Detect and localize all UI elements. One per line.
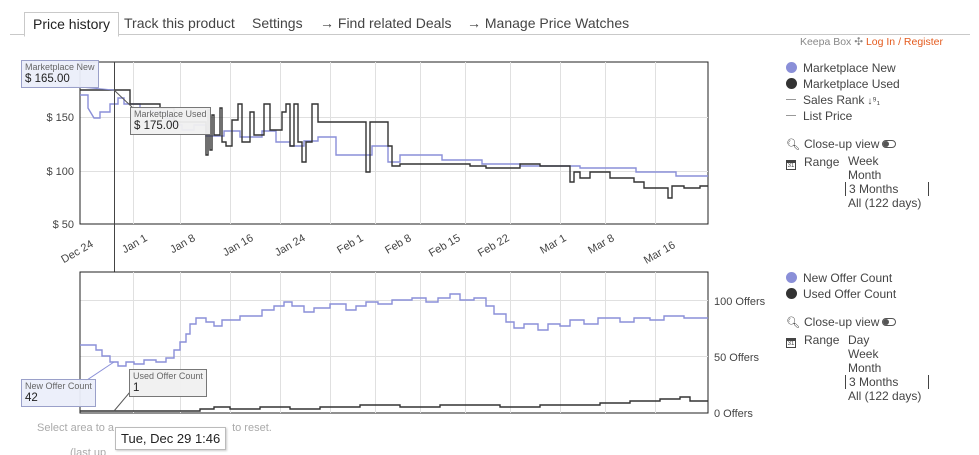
tab-settings[interactable]: Settings xyxy=(252,15,303,31)
tooltip-value: $ 175.00 xyxy=(134,120,179,132)
range-option-month[interactable]: Month xyxy=(848,168,882,182)
tooltip-label: Marketplace New xyxy=(25,62,95,72)
legend-new-offer-count[interactable]: New Offer Count xyxy=(786,270,892,286)
tab-manage-price-watches[interactable]: → Manage Price Watches xyxy=(467,15,630,31)
range-option-week[interactable]: Week xyxy=(848,347,879,361)
toggle-icon[interactable] xyxy=(882,318,897,326)
range-selector: 31 Range xyxy=(786,332,839,348)
magnifier-icon: 🔍︎ xyxy=(786,139,800,151)
range-label: Range xyxy=(804,155,840,169)
hint-text-end: to reset. xyxy=(232,422,272,434)
legend-line-icon xyxy=(786,99,796,100)
legend-list-price[interactable]: List Price xyxy=(786,108,852,124)
price-x-tick: Dec 24 xyxy=(59,238,95,266)
tooltip-label: New Offer Count xyxy=(25,381,92,391)
keepa-box-link[interactable]: Keepa Box xyxy=(799,36,852,48)
new-offer-count-series xyxy=(80,293,708,367)
price-y-tick: $ 150 xyxy=(46,112,74,124)
range-selector: 31 Range xyxy=(786,154,839,170)
login-register-link[interactable]: Log In / Register xyxy=(865,36,943,48)
price-x-tick: Feb 15 xyxy=(427,232,463,260)
sort-numeric-icon: ↓⁹₁ xyxy=(867,96,881,107)
offer-y-tick: 50 Offers xyxy=(714,352,760,364)
tooltip-connector xyxy=(113,89,134,109)
tooltip-value: 1 xyxy=(133,382,140,394)
price-x-tick: Jan 16 xyxy=(221,232,256,259)
tooltip-label: Used Offer Count xyxy=(133,371,203,381)
legend-label: Marketplace New xyxy=(803,61,896,75)
crosshair-date-label: Tue, Dec 29 1:46 xyxy=(115,427,227,450)
toggle-icon[interactable] xyxy=(882,140,897,148)
tooltip-used-offer-count: Used Offer Count 1 xyxy=(129,369,207,397)
range-option-all[interactable]: All (122 days) xyxy=(848,196,922,210)
legend-label: Used Offer Count xyxy=(803,287,897,301)
range-option-all[interactable]: All (122 days) xyxy=(848,389,922,403)
keepa-box-icon: ✣ xyxy=(854,36,866,48)
range-label: Range xyxy=(804,333,840,347)
price-x-tick: Jan 24 xyxy=(273,232,308,259)
offer-chart[interactable]: 100 Offers 50 Offers 0 Offers xyxy=(71,271,766,420)
legend-marketplace-new[interactable]: Marketplace New xyxy=(786,60,896,76)
range-option-3-months[interactable]: 3 Months xyxy=(845,182,929,196)
price-x-tick: Mar 8 xyxy=(586,232,616,256)
legend-line-icon xyxy=(786,115,796,116)
magnifier-icon: 🔍︎ xyxy=(786,317,800,329)
price-x-tick: Mar 1 xyxy=(538,232,568,256)
range-option-week[interactable]: Week xyxy=(848,154,879,168)
legend-sales-rank[interactable]: Sales Rank ↓⁹₁ xyxy=(786,92,880,108)
price-x-tick: Feb 8 xyxy=(383,232,413,256)
hint-text: Select area to a xyxy=(37,422,115,434)
last-update-hint: (last up xyxy=(70,447,107,455)
tooltip-marketplace-used: Marketplace Used $ 175.00 xyxy=(130,107,211,135)
closeup-label: Close-up view xyxy=(804,315,880,329)
tab-price-history[interactable]: Price history xyxy=(24,12,120,37)
legend-dot-icon xyxy=(786,288,797,299)
select-area-hint: Select area to a to reset. xyxy=(37,422,272,434)
range-option-3-months[interactable]: 3 Months xyxy=(845,375,929,389)
tooltip-value: $ 165.00 xyxy=(25,73,70,85)
price-x-tick: Mar 16 xyxy=(642,239,678,267)
price-y-tick: $ 100 xyxy=(46,166,74,178)
legend-marketplace-used[interactable]: Marketplace Used xyxy=(786,76,900,92)
tab-bar: Price history Track this product Setting… xyxy=(10,10,970,37)
range-option-day[interactable]: Day xyxy=(848,333,870,347)
tooltip-value: 42 xyxy=(25,392,38,404)
closeup-label: Close-up view xyxy=(804,137,880,151)
marketplace-used-series xyxy=(80,89,708,199)
tab-track-product[interactable]: Track this product xyxy=(124,15,235,31)
legend-dot-icon xyxy=(786,78,797,89)
price-x-tick: Jan 1 xyxy=(120,232,149,256)
legend-dot-icon xyxy=(786,272,797,283)
offer-y-tick: 0 Offers xyxy=(714,408,753,420)
tooltip-label: Marketplace Used xyxy=(134,109,207,119)
calendar-icon: 31 xyxy=(786,338,796,348)
legend-label: List Price xyxy=(803,109,853,123)
calendar-icon: 31 xyxy=(786,160,796,170)
offer-y-tick: 100 Offers xyxy=(714,296,766,308)
range-option-month[interactable]: Month xyxy=(848,361,882,375)
used-offer-count-series xyxy=(80,396,708,412)
legend-used-offer-count[interactable]: Used Offer Count xyxy=(786,286,896,302)
tooltip-marketplace-new: Marketplace New $ 165.00 xyxy=(21,60,99,88)
price-x-tick: Jan 8 xyxy=(168,232,197,256)
closeup-view-toggle[interactable]: 🔍︎ Close-up view xyxy=(786,314,897,330)
tooltip-new-offer-count: New Offer Count 42 xyxy=(21,379,96,407)
tab-find-related-deals[interactable]: → Find related Deals xyxy=(320,15,452,31)
legend-label: Marketplace Used xyxy=(803,77,900,91)
legend-label: Sales Rank xyxy=(803,93,865,107)
price-y-tick: $ 50 xyxy=(53,219,74,231)
legend-label: New Offer Count xyxy=(803,271,893,285)
price-plot-area[interactable] xyxy=(79,61,709,225)
legend-dot-icon xyxy=(786,62,797,73)
keepa-links: Keepa Box ✣ Log In / Register xyxy=(800,36,943,48)
closeup-view-toggle[interactable]: 🔍︎ Close-up view xyxy=(786,136,897,152)
tooltip-connector xyxy=(113,391,131,412)
price-x-tick: Feb 1 xyxy=(335,232,365,256)
price-x-tick: Feb 22 xyxy=(476,232,512,260)
